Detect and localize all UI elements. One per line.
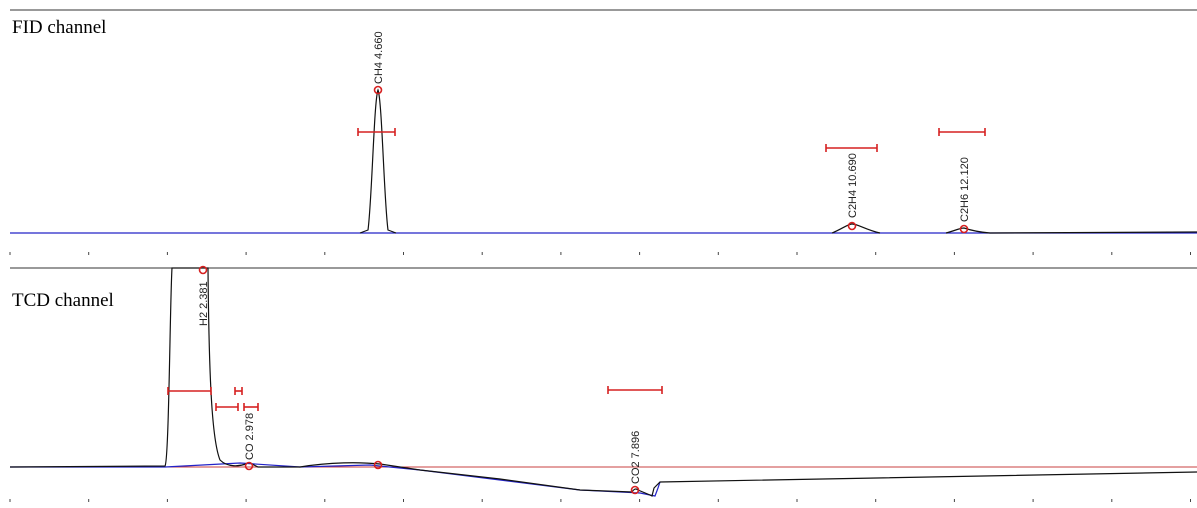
peak-label: C2H4 10.690 <box>847 153 859 218</box>
peak-label: H2 2.381 <box>198 281 210 326</box>
panel-label: TCD channel <box>12 290 114 311</box>
tcd-panel: TCD channel H2 2.381 CO 2.978 CO2 7.896 <box>9 265 1197 502</box>
fid-panel: FID channel CH4 4.660 C2H4 10.690 C2H6 1… <box>9 9 1197 255</box>
panel-label: FID channel <box>12 17 106 38</box>
peak-label: CO 2.978 <box>244 413 256 460</box>
tick-axis <box>9 252 1191 255</box>
trace <box>359 88 397 234</box>
trace <box>831 223 881 234</box>
tick-axis <box>9 499 1191 502</box>
trace <box>9 267 1197 497</box>
peak-label: CO2 7.896 <box>630 431 642 484</box>
peak-label: CH4 4.660 <box>373 31 385 84</box>
trace <box>10 462 661 497</box>
peak-label: C2H6 12.120 <box>959 157 971 222</box>
peak-markers <box>357 85 986 234</box>
trace <box>945 227 1197 234</box>
peak-markers <box>167 265 663 495</box>
